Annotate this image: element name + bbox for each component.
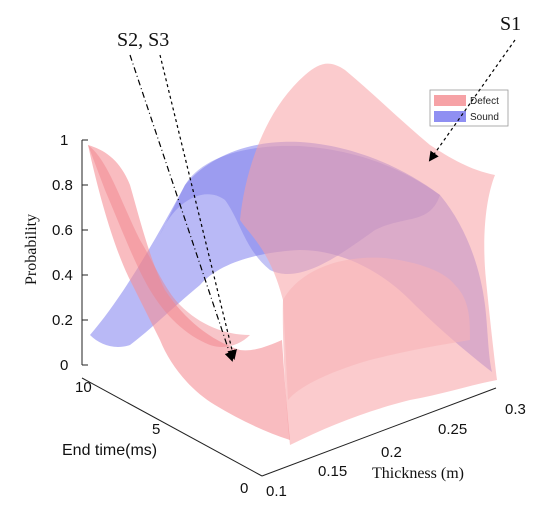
x-axis-label: Thickness (m) <box>372 465 464 482</box>
y-axis-label: End time(ms) <box>62 442 157 459</box>
legend: Defect Sound <box>429 89 509 127</box>
annotation-s1: S1 <box>500 13 521 35</box>
z-tick-label: 0.4 <box>52 267 73 284</box>
series-defect-surface-s2-s3 <box>88 145 290 440</box>
legend-label-defect: Defect <box>470 96 499 107</box>
x-tick-label: 0.1 <box>266 483 287 500</box>
annotation-arrows <box>129 39 516 362</box>
legend-swatch-sound <box>434 111 466 122</box>
z-tick-label: 0.2 <box>52 312 73 329</box>
y-tick-label: 5 <box>152 421 160 438</box>
z-tick-label: 0 <box>60 357 68 374</box>
y-tick-label: 0 <box>240 480 248 497</box>
y-axis-line <box>81 377 263 477</box>
arrow-s3 <box>159 54 237 360</box>
x-axis-line <box>261 387 497 477</box>
z-tick-label: 0.6 <box>52 222 73 239</box>
x-tick-label: 0.3 <box>505 401 526 418</box>
z-tick-label: 0.8 <box>52 177 73 194</box>
axes-frame <box>81 139 497 477</box>
x-tick-label: 0.2 <box>381 444 402 461</box>
z-tick-label: 1 <box>60 132 68 149</box>
legend-label-sound: Sound <box>470 112 499 123</box>
arrow-s2 <box>129 54 235 362</box>
z-axis-label: Probability <box>23 214 40 285</box>
arrow-s1 <box>428 39 516 162</box>
y-tick-label: 10 <box>75 379 92 396</box>
annotation-s2-s3: S2, S3 <box>117 29 169 51</box>
x-tick-label: 0.15 <box>318 463 347 480</box>
legend-swatch-defect <box>434 95 466 106</box>
x-tick-label: 0.25 <box>438 421 467 438</box>
